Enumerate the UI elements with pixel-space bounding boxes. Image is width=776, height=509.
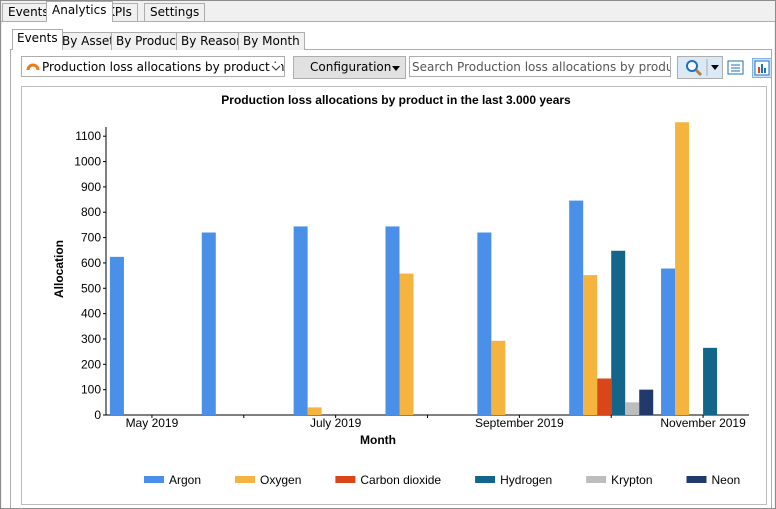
legend-label: Krypton [611, 473, 652, 487]
bar [703, 347, 718, 415]
tab[interactable]: Settings [144, 3, 206, 21]
y-tick-label: 600 [81, 256, 101, 270]
y-tick-label: 300 [81, 332, 101, 346]
bar [611, 250, 626, 415]
panel: Events By Asset By Product By Reason By … [2, 22, 774, 508]
x-tick-label: November 2019 [660, 416, 746, 430]
report-icon [26, 63, 40, 71]
bar [625, 402, 640, 415]
x-tick-label: July 2019 [310, 416, 362, 430]
table-view-button[interactable] [727, 59, 745, 77]
search-icon [686, 59, 719, 77]
bar [661, 268, 676, 415]
y-tick-label: 800 [81, 205, 101, 219]
tab[interactable]: Analytics [46, 1, 113, 22]
y-tick-label: 100 [81, 383, 101, 397]
bar [583, 275, 598, 415]
button-label: Configuration [310, 60, 392, 74]
search-box[interactable]: Search Production loss allocations by pr… [409, 56, 671, 77]
bar [385, 226, 400, 415]
subtab[interactable]: By Month [238, 32, 305, 50]
y-tick-label: 500 [81, 281, 101, 295]
bar [597, 378, 612, 415]
legend-label: Hydrogen [500, 473, 552, 487]
subtab[interactable]: By Asset [57, 32, 119, 50]
subtab[interactable]: By Product [111, 32, 186, 50]
legend-label: Neon [712, 473, 741, 487]
chart-frame: Production loss allocations by product i… [21, 86, 767, 505]
legend-swatch [586, 476, 607, 483]
chart-view-button[interactable] [752, 58, 772, 78]
subtab[interactable]: By Reason [176, 32, 249, 50]
legend-swatch [686, 476, 707, 483]
x-tick-label: September 2019 [475, 416, 564, 430]
bar [201, 232, 216, 415]
legend-label: Argon [169, 473, 201, 487]
x-tick-label: May 2019 [126, 416, 179, 430]
bar [477, 232, 492, 415]
legend-label: Carbon dioxide [360, 473, 441, 487]
main-tabs: Events Analytics KPIs Settings [1, 1, 775, 22]
legend-swatch [235, 476, 256, 483]
search-placeholder: Search Production loss allocations by pr… [412, 60, 670, 74]
bar [307, 407, 322, 415]
chart-title: Production loss allocations by product i… [221, 93, 571, 107]
dropdown-arrow [271, 64, 281, 72]
legend-label: Oxygen [260, 473, 301, 487]
configuration-button[interactable]: Configuration [293, 56, 406, 79]
bar [109, 256, 124, 415]
bar [399, 273, 414, 415]
y-tick-label: 200 [81, 357, 101, 371]
chart: Production loss allocations by product i… [52, 93, 749, 487]
x-axis-title: Month [360, 433, 396, 447]
search-button[interactable] [677, 56, 723, 79]
report-name: Production loss allocations by product i… [42, 60, 285, 74]
legend-swatch [335, 476, 356, 483]
y-axis-title: Allocation [52, 240, 66, 298]
bar [293, 226, 308, 415]
dropdown-arrow [392, 66, 400, 71]
bar [491, 340, 506, 415]
y-tick-label: 1000 [74, 155, 101, 169]
y-tick-label: 0 [94, 408, 101, 422]
y-tick-label: 1100 [75, 129, 101, 143]
subtab[interactable]: Events [12, 29, 63, 50]
legend-swatch [475, 476, 496, 483]
y-tick-label: 700 [81, 231, 101, 245]
bar [675, 122, 690, 415]
legend-swatch [144, 476, 164, 483]
bar [639, 389, 654, 415]
report-dropdown[interactable]: Production loss allocations by product i… [21, 56, 285, 77]
y-tick-label: 900 [81, 180, 101, 194]
subtab-frame [10, 49, 772, 508]
y-tick-label: 400 [81, 307, 101, 321]
bar [569, 200, 584, 415]
